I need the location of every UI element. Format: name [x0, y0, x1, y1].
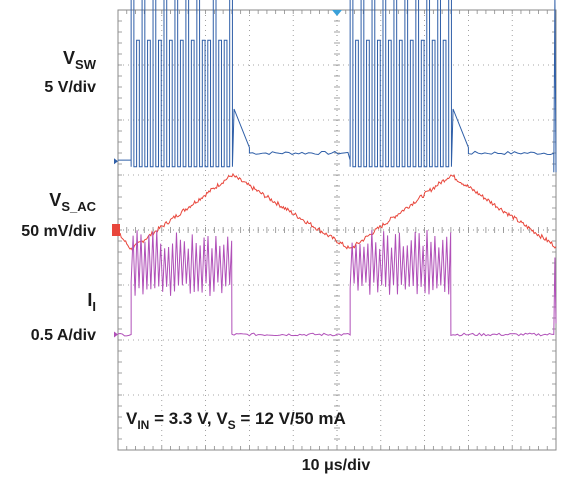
vsw-scale: 5 V/div [44, 79, 96, 96]
vsw-ground-marker-icon [114, 158, 118, 165]
vs-ac-label: VS_AC [49, 190, 96, 214]
ii-scale: 0.5 A/div [31, 327, 96, 344]
vs-ac-scale: 50 mV/div [21, 223, 96, 240]
vs-ac-trace [117, 172, 557, 251]
ii-ground-marker-icon [114, 331, 118, 338]
x-axis-label: 10 μs/div [302, 457, 371, 474]
vsw-label: VSW [63, 48, 97, 72]
vs-ac-ground-marker-icon [112, 224, 120, 236]
waveform-traces [117, 0, 557, 337]
trigger-marker-icon [332, 10, 342, 16]
channel-markers [112, 10, 342, 338]
graticule-grid [117, 9, 557, 451]
ii-label: II [87, 290, 96, 314]
vsw-trace [118, 0, 557, 173]
conditions-annotation: VIN = 3.3 V, VS = 12 V/50 mA [126, 409, 346, 432]
ii-trace [117, 230, 557, 337]
